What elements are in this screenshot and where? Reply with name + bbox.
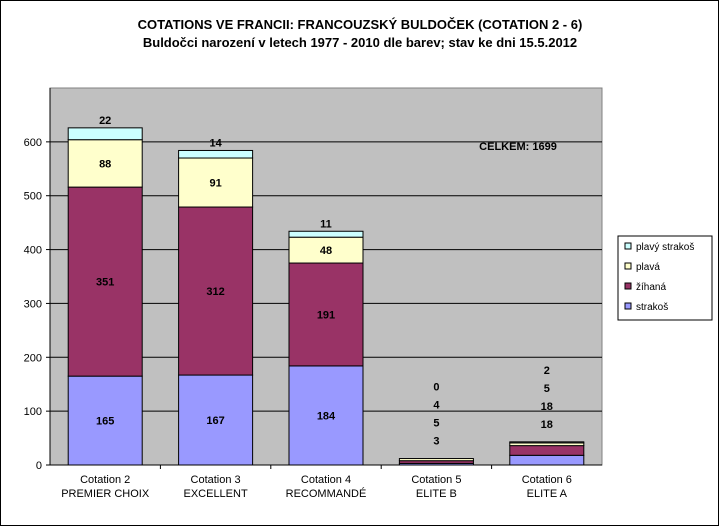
- data-label: 22: [99, 115, 111, 127]
- data-label: 0: [433, 382, 439, 394]
- data-label: 88: [99, 158, 111, 170]
- category-label: Cotation 3: [191, 474, 241, 486]
- bar-segment: [178, 374, 254, 466]
- data-label: 165: [96, 416, 114, 428]
- y-tick-label: 200: [24, 352, 42, 364]
- legend: plavý strakoš plavá žíhaná strakoš: [617, 235, 713, 321]
- legend-label: strakoš: [636, 302, 668, 313]
- data-label: 11: [320, 218, 332, 230]
- bar-segment: [398, 458, 474, 462]
- data-label: 184: [317, 410, 336, 422]
- y-tick-label: 400: [24, 245, 42, 257]
- y-tick-label: 0: [36, 460, 42, 472]
- y-tick-label: 300: [24, 298, 42, 310]
- bar-segment: [509, 454, 585, 466]
- data-label: 48: [320, 245, 332, 257]
- total-annotation: CELKEM: 1699: [479, 141, 557, 153]
- y-tick-label: 100: [24, 406, 42, 418]
- category-label: Cotation 4: [301, 474, 351, 486]
- data-label: 2: [544, 365, 550, 377]
- category-label: ELITE B: [416, 488, 457, 500]
- data-label: 3: [433, 436, 439, 448]
- data-label: 5: [544, 383, 550, 395]
- category-label: PREMIER CHOIX: [61, 488, 150, 500]
- bar-segment: [288, 236, 364, 264]
- y-tick-label: 500: [24, 191, 42, 203]
- data-label: 351: [96, 277, 114, 289]
- bar-segment: [288, 230, 364, 238]
- legend-label: plavá: [636, 262, 660, 273]
- chart-title: COTATIONS VE FRANCII: FRANCOUZSKÝ BULDOČ…: [138, 17, 583, 32]
- bar-segment: [288, 262, 364, 367]
- bar-segment: [67, 127, 143, 141]
- data-label: 191: [317, 309, 335, 321]
- chart-subtitle: Buldočci narození v letech 1977 - 2010 d…: [143, 35, 577, 50]
- data-label: 91: [209, 178, 221, 190]
- category-label: Cotation 2: [80, 474, 130, 486]
- data-label: 18: [541, 419, 553, 431]
- bar-segment: [67, 186, 143, 377]
- data-label: 167: [206, 415, 224, 427]
- legend-swatch: [624, 242, 632, 250]
- legend-label: plavý strakoš: [636, 242, 694, 253]
- data-label: 18: [541, 401, 553, 413]
- legend-swatch: [624, 302, 632, 310]
- legend-label: žíhaná: [636, 282, 666, 293]
- category-label: EXCELLENT: [183, 488, 247, 500]
- category-label: Cotation 6: [522, 474, 572, 486]
- category-label: Cotation 5: [411, 474, 461, 486]
- y-tick-label: 600: [24, 137, 42, 149]
- data-label: 312: [206, 286, 224, 298]
- legend-swatch: [624, 262, 632, 270]
- data-label: 4: [433, 400, 440, 412]
- bar-segment: [178, 157, 254, 208]
- bar-segment: [509, 445, 585, 456]
- bar-segment: [178, 149, 254, 159]
- legend-box: [617, 235, 713, 321]
- legend-swatch: [624, 282, 632, 290]
- category-label: RECOMMANDÉ: [286, 487, 367, 500]
- bar-segment: [178, 206, 254, 376]
- category-label: ELITE A: [527, 488, 568, 500]
- bar-segment: [509, 441, 585, 444]
- data-label: 14: [209, 137, 222, 149]
- data-label: 5: [433, 418, 439, 430]
- plot-area: 0 100 200 300 400 500 600 165 351 88 22 Cotation 2 P…: [24, 87, 603, 500]
- bar-segment: [288, 365, 364, 466]
